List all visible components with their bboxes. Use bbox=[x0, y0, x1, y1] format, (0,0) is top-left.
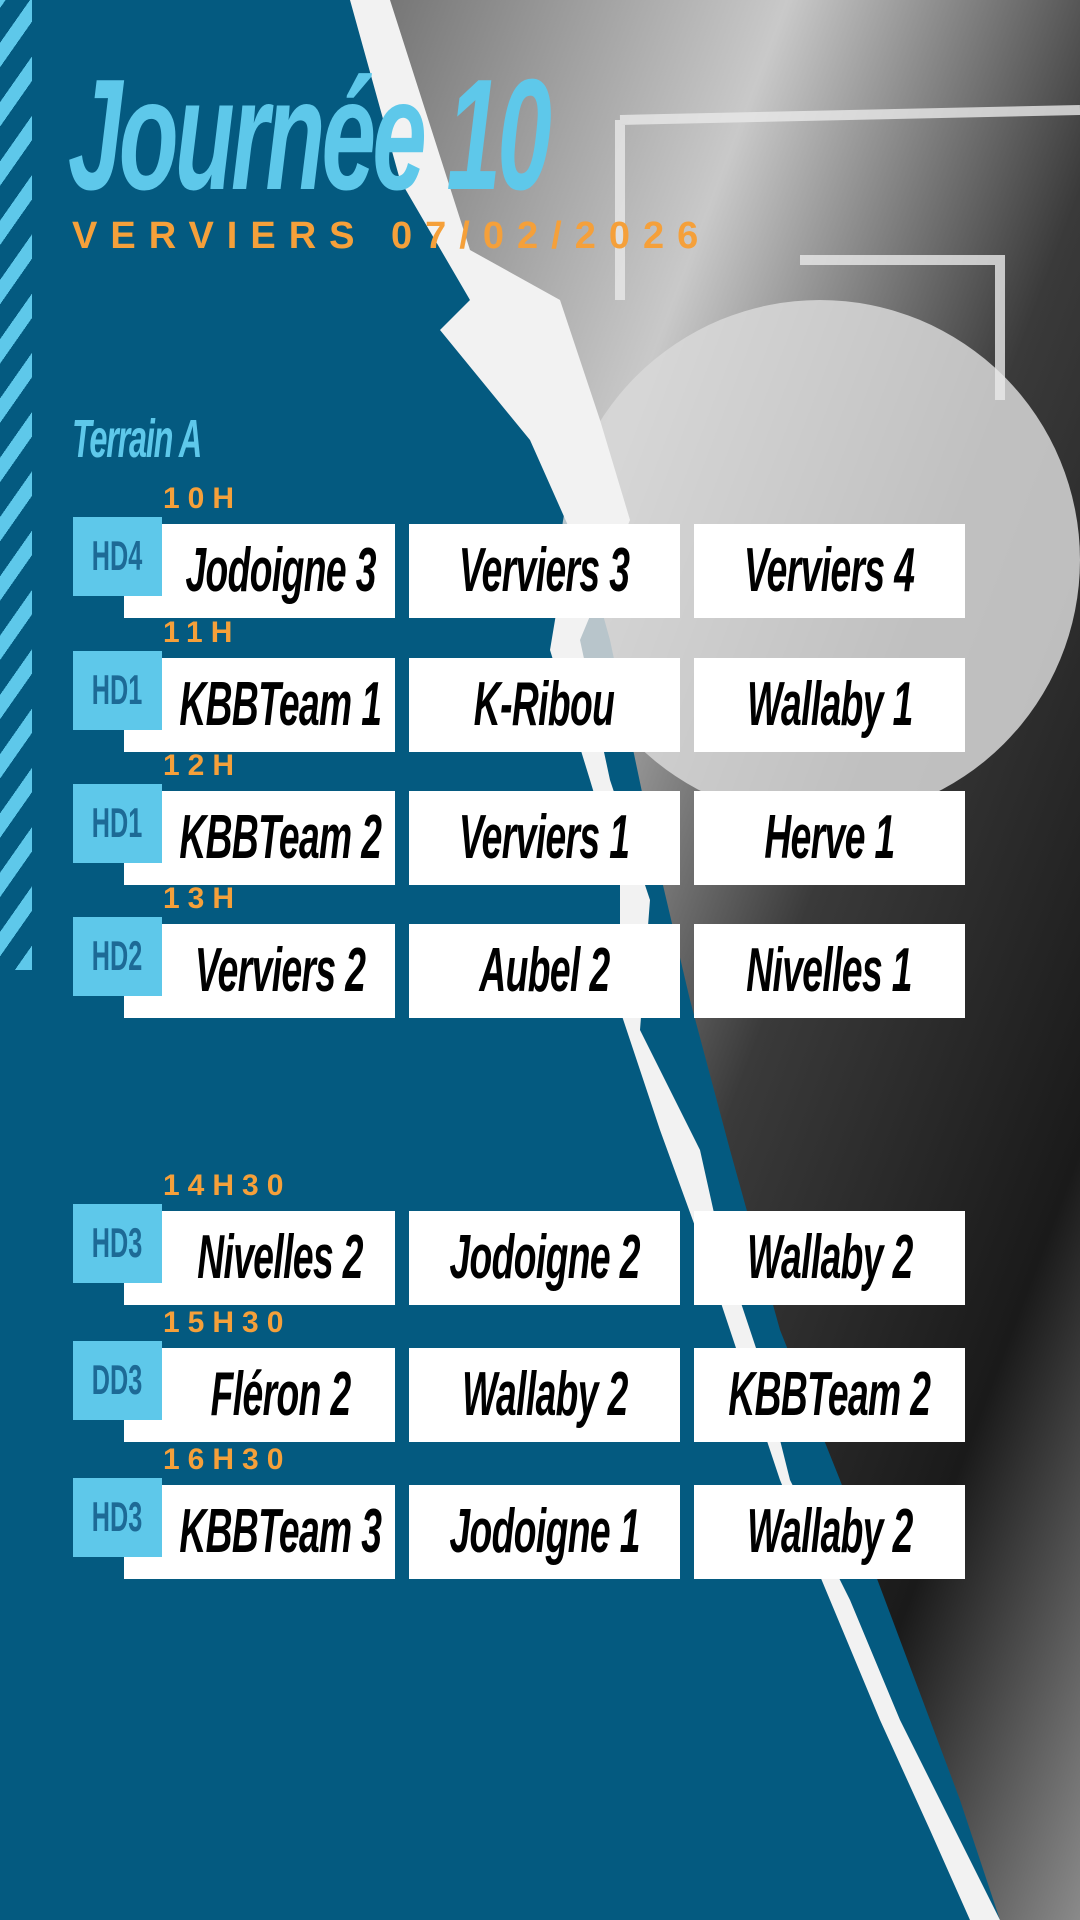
division-badge: HD1 bbox=[73, 784, 162, 863]
team-name: Aubel 2 bbox=[479, 935, 610, 1005]
team-name: KBBTeam 1 bbox=[179, 669, 382, 739]
division-label: HD1 bbox=[92, 666, 143, 714]
match-time: 11H bbox=[163, 616, 241, 649]
team-name: Nivelles 2 bbox=[197, 1222, 364, 1292]
team-name: K-Ribou bbox=[474, 669, 615, 739]
division-badge: DD3 bbox=[73, 1341, 162, 1420]
division-badge: HD3 bbox=[73, 1478, 162, 1557]
page-title: Journée 10 bbox=[68, 47, 552, 223]
team-name: Herve 1 bbox=[764, 802, 895, 872]
team-name: Wallaby 1 bbox=[746, 669, 913, 739]
team-box: Verviers 4 bbox=[694, 524, 965, 618]
team-box: Nivelles 1 bbox=[694, 924, 965, 1018]
team-name: Jodoigne 3 bbox=[185, 535, 376, 605]
team-box: Verviers 1 bbox=[409, 791, 680, 885]
team-box: Verviers 2 bbox=[124, 924, 395, 1018]
team-box: KBBTeam 3 bbox=[124, 1485, 395, 1579]
team-box: KBBTeam 2 bbox=[124, 791, 395, 885]
team-name: Wallaby 2 bbox=[746, 1222, 913, 1292]
division-label: DD3 bbox=[92, 1356, 143, 1404]
team-name: Jodoigne 1 bbox=[449, 1496, 640, 1566]
division-badge: HD1 bbox=[73, 651, 162, 730]
team-name: Verviers 3 bbox=[459, 535, 630, 605]
team-box: Aubel 2 bbox=[409, 924, 680, 1018]
match-time: 15H30 bbox=[163, 1306, 292, 1339]
decorative-stripes bbox=[0, 0, 32, 970]
division-label: HD1 bbox=[92, 799, 143, 847]
division-badge: HD4 bbox=[73, 517, 162, 596]
team-box: K-Ribou bbox=[409, 658, 680, 752]
team-box: Wallaby 1 bbox=[694, 658, 965, 752]
team-box: Herve 1 bbox=[694, 791, 965, 885]
team-box: Wallaby 2 bbox=[694, 1211, 965, 1305]
match-time: 14H30 bbox=[163, 1169, 292, 1202]
team-box: Jodoigne 1 bbox=[409, 1485, 680, 1579]
match-time: 10H bbox=[163, 482, 243, 515]
terrain-label: Terrain A bbox=[72, 409, 202, 469]
torn-paper-edge bbox=[350, 0, 1000, 1920]
team-box: Verviers 3 bbox=[409, 524, 680, 618]
team-name: KBBTeam 2 bbox=[179, 802, 382, 872]
team-box: Fléron 2 bbox=[124, 1348, 395, 1442]
team-name: Verviers 1 bbox=[459, 802, 630, 872]
team-box: Jodoigne 2 bbox=[409, 1211, 680, 1305]
team-name: Verviers 2 bbox=[195, 935, 366, 1005]
match-time: 12H bbox=[163, 749, 243, 782]
team-name: Wallaby 2 bbox=[461, 1359, 628, 1429]
event-location-date: VERVIERS 07/02/2026 bbox=[72, 215, 712, 257]
team-box: KBBTeam 2 bbox=[694, 1348, 965, 1442]
team-box: Jodoigne 3 bbox=[124, 524, 395, 618]
team-name: KBBTeam 2 bbox=[728, 1359, 931, 1429]
division-label: HD3 bbox=[92, 1493, 143, 1541]
division-badge: HD2 bbox=[73, 917, 162, 996]
team-name: Verviers 4 bbox=[744, 535, 915, 605]
team-box: KBBTeam 1 bbox=[124, 658, 395, 752]
team-name: Fléron 2 bbox=[210, 1359, 352, 1429]
division-label: HD3 bbox=[92, 1219, 143, 1267]
court-frame bbox=[615, 105, 1080, 400]
team-name: Jodoigne 2 bbox=[449, 1222, 640, 1292]
division-label: HD4 bbox=[92, 532, 143, 580]
team-name: KBBTeam 3 bbox=[179, 1496, 382, 1566]
team-name: Nivelles 1 bbox=[746, 935, 913, 1005]
division-badge: HD3 bbox=[73, 1204, 162, 1283]
team-box: Wallaby 2 bbox=[409, 1348, 680, 1442]
team-box: Wallaby 2 bbox=[694, 1485, 965, 1579]
division-label: HD2 bbox=[92, 932, 143, 980]
match-time: 13H bbox=[163, 882, 243, 915]
team-name: Wallaby 2 bbox=[746, 1496, 913, 1566]
match-time: 16H30 bbox=[163, 1443, 292, 1476]
team-box: Nivelles 2 bbox=[124, 1211, 395, 1305]
